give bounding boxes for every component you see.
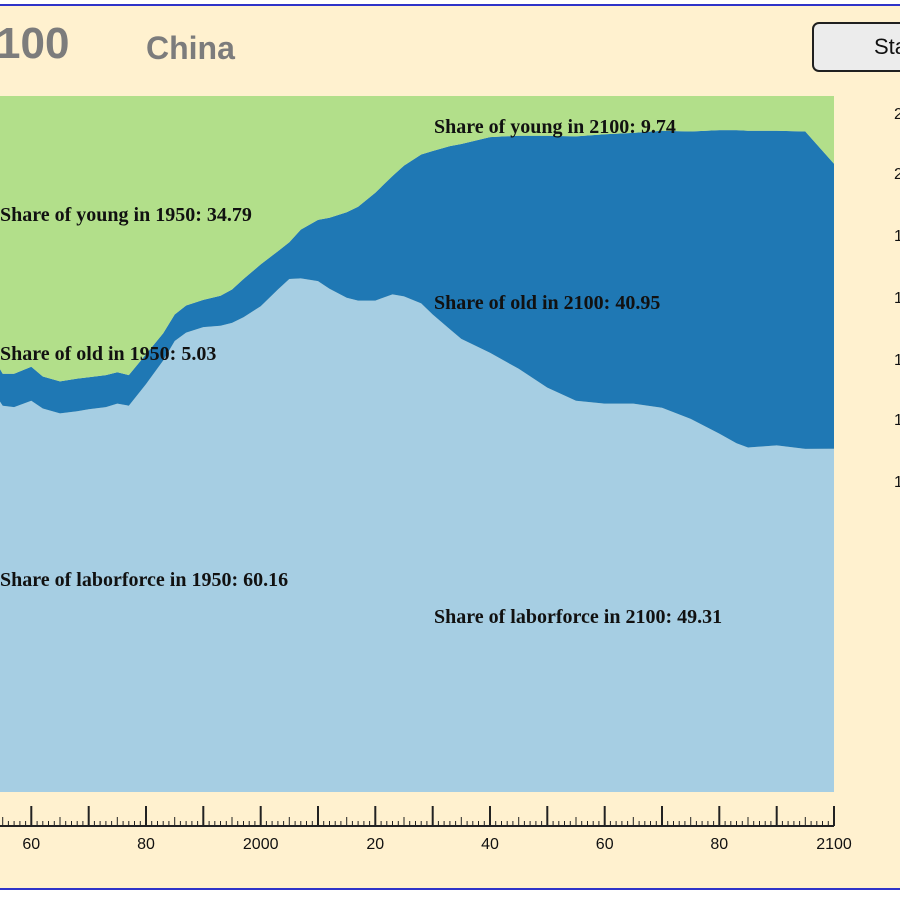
- start-button[interactable]: Sta: [812, 22, 900, 72]
- x-axis: 60 80 2000 20 40 60 80 2100: [0, 806, 852, 853]
- x-tick-label: 40: [481, 836, 499, 853]
- old-area: [0, 130, 834, 449]
- annotation-labor-2100: Share of laborforce in 2100: 49.31: [434, 606, 722, 628]
- right-axis-labels: 2 2 1 1 1 1 1: [884, 6, 900, 888]
- x-tick-label: 2100: [816, 836, 852, 853]
- x-tick-label: 80: [710, 836, 728, 853]
- annotation-old-2100: Share of old in 2100: 40.95: [434, 292, 660, 314]
- country-name: China: [146, 30, 235, 66]
- annotation-young-2100: Share of young in 2100: 9.74: [434, 116, 676, 138]
- right-axis-label: 1: [894, 290, 900, 308]
- stacked-areas: [0, 96, 834, 792]
- x-tick-label: 60: [596, 836, 614, 853]
- x-tick-label: 2000: [243, 836, 279, 853]
- year-display: 100: [0, 19, 70, 68]
- laborforce-area: [0, 278, 834, 792]
- annotation-labor-1950: Share of laborforce in 1950: 60.16: [0, 569, 288, 591]
- young-area: [0, 96, 834, 382]
- right-axis-label: 1: [894, 412, 900, 430]
- right-axis-label: 1: [894, 474, 900, 492]
- chart-frame: 100 China Sta Share of young in 1950: 34…: [0, 4, 900, 890]
- annotation-young-1950: Share of young in 1950: 34.79: [0, 204, 252, 226]
- right-axis-label: 1: [894, 228, 900, 246]
- annotations: Share of young in 1950: 34.79 Share of ol…: [0, 116, 722, 628]
- right-axis-label: 2: [894, 106, 900, 124]
- x-tick-label: 80: [137, 836, 155, 853]
- right-axis-label: 2: [894, 166, 900, 184]
- population-share-chart: Share of young in 1950: 34.79 Share of ol…: [0, 96, 852, 853]
- right-axis-label: 1: [894, 352, 900, 370]
- x-tick-label: 20: [366, 836, 384, 853]
- x-tick-label: 60: [22, 836, 40, 853]
- annotation-old-1950: Share of old in 1950: 5.03: [0, 343, 216, 365]
